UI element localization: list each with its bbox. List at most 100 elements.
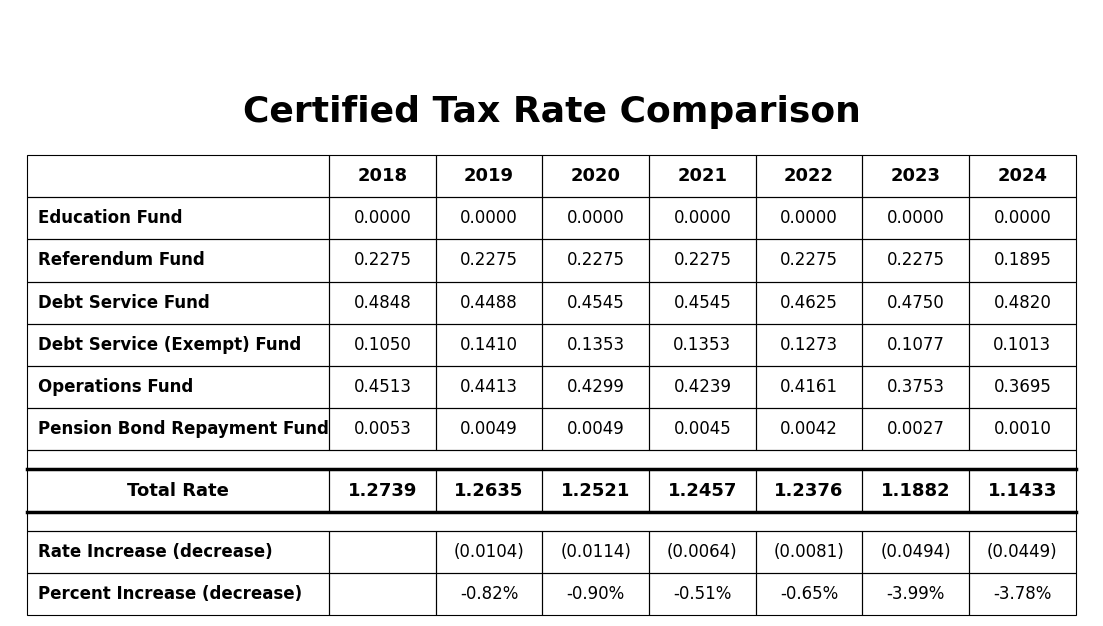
Bar [28,324,329,366]
Bar [970,366,1075,408]
Bar [649,366,756,408]
Text: 0.2275: 0.2275 [460,252,518,269]
Text: 0.1077: 0.1077 [887,336,944,354]
Bar [436,197,543,239]
Bar [436,366,543,408]
Bar [28,531,329,573]
Text: 0.0049: 0.0049 [567,420,624,438]
Text: Referendum Fund: Referendum Fund [38,252,205,269]
Text: Percent Increase (decrease): Percent Increase (decrease) [38,585,302,603]
Bar [649,197,756,239]
Bar [649,324,756,366]
Text: 2022: 2022 [784,167,834,185]
Bar [970,408,1075,451]
Bar [543,573,649,615]
Text: 0.4545: 0.4545 [567,294,624,312]
Bar [329,282,436,324]
Bar [970,470,1075,511]
Text: Rate Increase (decrease): Rate Increase (decrease) [38,543,272,561]
Text: 2020: 2020 [570,167,621,185]
Bar [329,155,436,197]
Bar [649,155,756,197]
Text: 0.4820: 0.4820 [994,294,1051,312]
Text: 0.4299: 0.4299 [567,378,624,396]
Text: 0.4848: 0.4848 [354,294,411,312]
Bar [329,197,436,239]
Bar [877,14,895,58]
Text: 0.1273: 0.1273 [780,336,838,354]
Bar [756,282,863,324]
Text: Operations Fund: Operations Fund [38,378,193,396]
Bar [649,282,756,324]
Bar [28,197,329,239]
Text: 2024: 2024 [997,167,1048,185]
Bar [756,408,863,451]
Bar [970,239,1075,282]
Bar [970,573,1075,615]
Text: 1.2376: 1.2376 [774,481,844,500]
Text: 0.0000: 0.0000 [887,209,944,227]
Bar [543,197,649,239]
Bar [756,470,863,511]
Bar [649,408,756,451]
Text: 0.0049: 0.0049 [460,420,518,438]
Bar [543,470,649,511]
Bar [863,197,970,239]
Text: Education Fund: Education Fund [38,209,182,227]
Text: -3.78%: -3.78% [993,585,1051,603]
Bar [28,451,1075,470]
Text: (0.0114): (0.0114) [560,543,631,561]
Text: 0.0027: 0.0027 [887,420,944,438]
Text: 2019: 2019 [464,167,514,185]
Text: 0.3753: 0.3753 [887,378,944,396]
Text: 2021: 2021 [677,167,727,185]
Text: Debt Service (Exempt) Fund: Debt Service (Exempt) Fund [38,336,301,354]
Bar [28,239,329,282]
Text: 0.0000: 0.0000 [780,209,838,227]
Bar [863,470,970,511]
Text: 0.1353: 0.1353 [567,336,624,354]
Bar [863,531,970,573]
Bar [28,155,329,197]
Text: 0.0045: 0.0045 [674,420,731,438]
Bar [436,531,543,573]
Text: 0.0000: 0.0000 [994,209,1051,227]
Bar [28,282,329,324]
Text: (0.0449): (0.0449) [987,543,1058,561]
Bar [863,282,970,324]
Bar [877,14,923,36]
Bar [329,408,436,451]
Bar [329,470,436,511]
Bar [906,14,923,58]
Text: 0.4625: 0.4625 [780,294,838,312]
Text: Total Rate: Total Rate [127,481,229,500]
Bar [756,366,863,408]
Bar [756,239,863,282]
Text: -0.90%: -0.90% [567,585,625,603]
Bar [329,531,436,573]
Bar [436,282,543,324]
Text: 0.0053: 0.0053 [354,420,411,438]
Bar [649,239,756,282]
Text: Pension Bond Repayment Fund: Pension Bond Repayment Fund [38,420,329,438]
Bar [436,239,543,282]
Text: Schools: Schools [943,49,1009,64]
Bar [863,155,970,197]
Text: 0.4545: 0.4545 [674,294,731,312]
Bar [543,408,649,451]
Text: Debt Service Fund: Debt Service Fund [38,294,210,312]
Text: (0.0064): (0.0064) [667,543,738,561]
Text: Hamilton: Hamilton [943,11,1021,26]
Bar [436,408,543,451]
Text: Southeastern: Southeastern [943,30,1060,45]
Bar [329,573,436,615]
Bar [970,282,1075,324]
Bar [649,531,756,573]
Bar [28,511,1075,531]
Bar [649,573,756,615]
Text: 0.3695: 0.3695 [994,378,1051,396]
Text: 1.1882: 1.1882 [881,481,951,500]
Text: 1.2457: 1.2457 [667,481,737,500]
Text: 0.1410: 0.1410 [460,336,518,354]
Bar [970,197,1075,239]
